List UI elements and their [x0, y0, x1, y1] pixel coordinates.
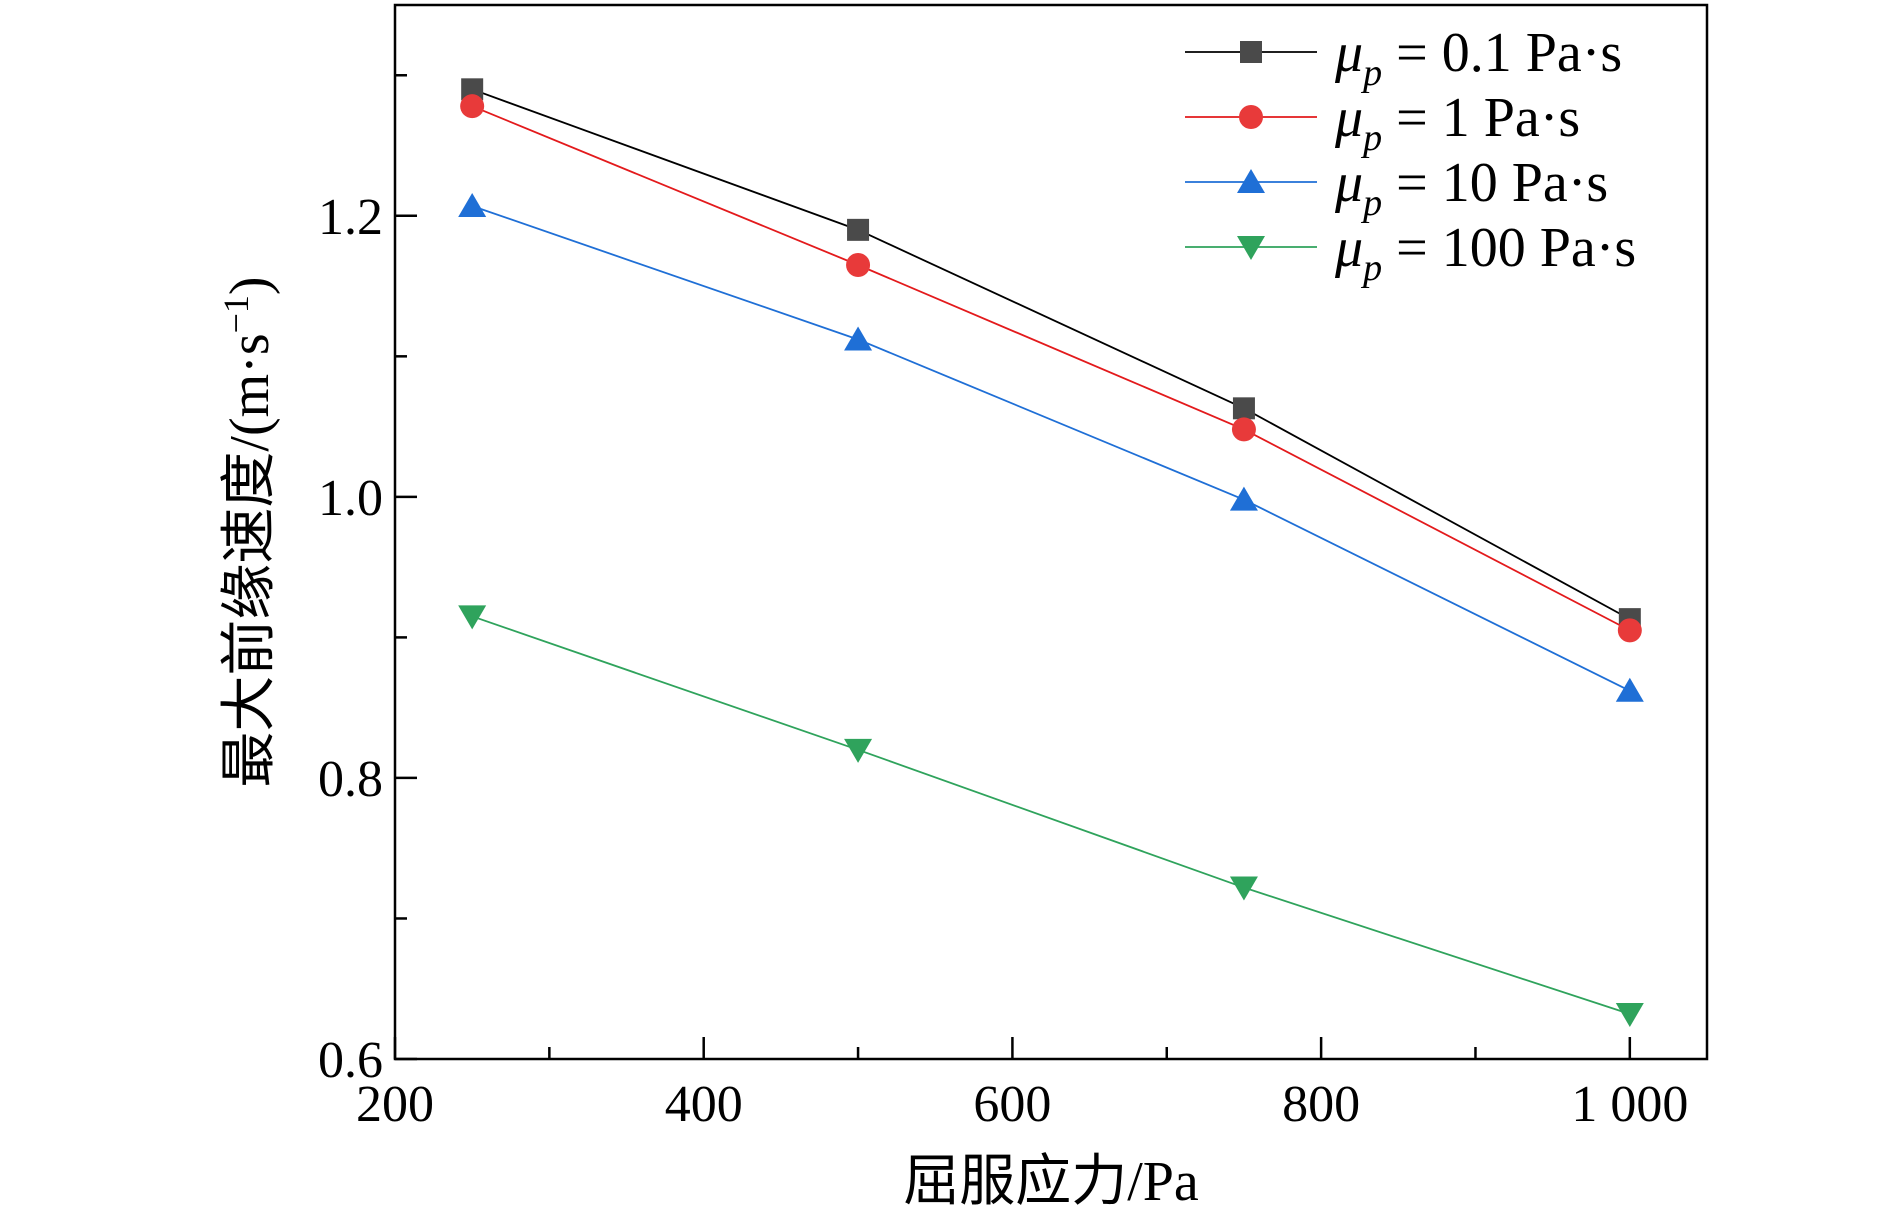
legend-label: μp = 0.1 Pa·s: [1334, 22, 1622, 94]
data-point: [1229, 486, 1258, 511]
series-line: [471, 88, 1631, 620]
y-axis-ticks: 0.6 0.8 1.0 1.2: [318, 74, 417, 1089]
legend-marker: [1237, 169, 1265, 193]
data-point: [458, 605, 487, 630]
data-point: [461, 78, 484, 101]
series-4: [458, 605, 1644, 1028]
legend: μp = 0.1 Pa·sμp = 1 Pa·sμp = 10 Pa·sμp =…: [1185, 22, 1636, 289]
data-point: [847, 218, 870, 241]
data-point: [1232, 397, 1255, 420]
legend-marker: [1239, 105, 1263, 129]
legend-marker: [1237, 236, 1265, 260]
y-tick-label: 1.2: [318, 189, 383, 246]
legend-item: μp = 1 Pa·s: [1185, 87, 1580, 159]
legend-item: μp = 0.1 Pa·s: [1185, 22, 1622, 94]
series-layer: [458, 78, 1644, 1028]
y-axis-title-close: ): [219, 276, 281, 295]
y-axis-title: 最大前缘速度/(m·s−1): [216, 276, 281, 787]
x-tick-label: 800: [1282, 1076, 1360, 1133]
series-line: [471, 615, 1631, 1015]
legend-item: μp = 100 Pa·s: [1185, 217, 1636, 289]
legend-marker: [1240, 41, 1262, 63]
y-tick-label: 0.6: [318, 1032, 383, 1089]
y-tick-label: 0.8: [318, 751, 383, 808]
y-tick-label: 1.0: [318, 470, 383, 527]
x-tick-label: 1 000: [1571, 1076, 1688, 1133]
data-point: [1231, 417, 1256, 442]
data-point: [844, 326, 873, 351]
y-axis-title-superscript: −1: [216, 295, 256, 333]
data-point: [1615, 1003, 1644, 1028]
legend-item: μp = 10 Pa·s: [1185, 152, 1608, 224]
legend-label: μp = 100 Pa·s: [1334, 217, 1636, 289]
series-2: [460, 94, 1642, 643]
legend-label: μp = 1 Pa·s: [1334, 87, 1580, 159]
data-point: [458, 192, 487, 217]
data-point: [460, 94, 485, 119]
data-point: [1617, 618, 1642, 643]
plot-frame: [393, 3, 1709, 1061]
legend-label: μp = 10 Pa·s: [1334, 152, 1608, 224]
x-axis-ticks: 200 400 600 800 1 000: [356, 1037, 1688, 1133]
y-axis-title-main: 最大前缘速度/(m·s: [219, 333, 281, 787]
series-line: [471, 105, 1631, 632]
x-tick-label: 400: [665, 1076, 743, 1133]
series-3: [458, 192, 1644, 702]
x-tick-label: 600: [973, 1076, 1051, 1133]
data-point: [1229, 876, 1258, 901]
data-point: [844, 738, 873, 763]
x-tick-label: 200: [356, 1076, 434, 1133]
data-point: [846, 252, 871, 277]
data-point: [1615, 677, 1644, 702]
x-axis-title: 屈服应力/Pa: [903, 1151, 1199, 1213]
series-line: [471, 205, 1631, 692]
